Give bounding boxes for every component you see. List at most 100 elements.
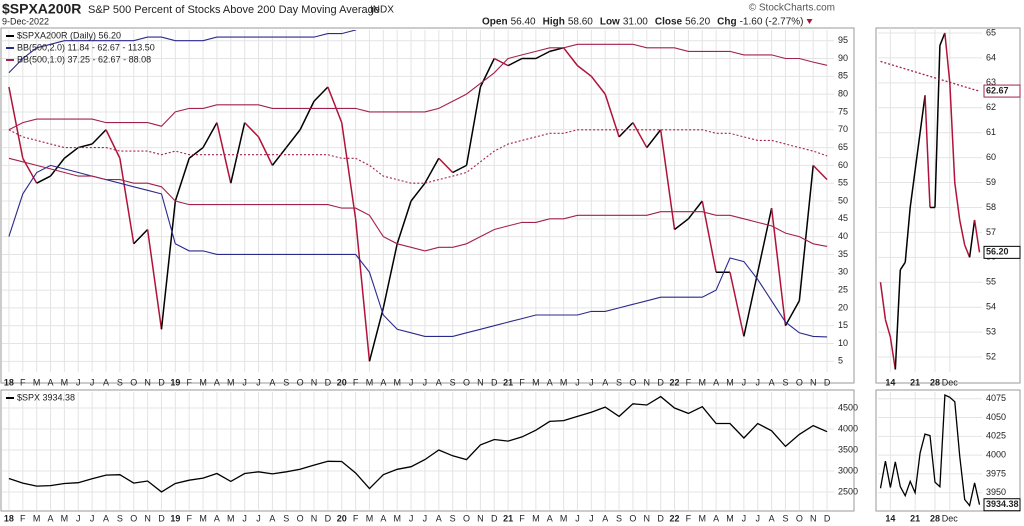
y-tick-label: 2500 — [838, 486, 858, 496]
band-line — [8, 129, 828, 184]
line-segment — [939, 32, 946, 46]
x-tick-label: F — [186, 513, 192, 523]
line-segment — [798, 165, 814, 301]
x-tick-label: J — [242, 513, 247, 523]
y-tick-label: 64 — [986, 52, 996, 62]
band-line — [8, 157, 828, 252]
quote-value: 56.20 — [685, 17, 710, 28]
line-segment — [216, 122, 232, 184]
x-tick-label: N — [311, 377, 318, 387]
x-tick-label: D — [325, 513, 332, 523]
x-tick-label: 19 — [170, 377, 180, 387]
line-segment — [914, 132, 921, 171]
last-value-box — [983, 498, 1021, 512]
x-tick-label: A — [602, 377, 608, 387]
zoom-frame — [875, 27, 1021, 384]
x-tick-label: M — [61, 377, 69, 387]
x-tick-label: S — [117, 513, 123, 523]
y-tick-label: 60 — [838, 160, 848, 170]
x-tick-label: F — [686, 377, 692, 387]
x-tick-label: A — [380, 377, 386, 387]
x-tick-label: F — [20, 377, 26, 387]
main-frame — [0, 27, 855, 384]
x-tick-label: A — [103, 513, 109, 523]
x-tick-label: O — [629, 513, 636, 523]
x-tick-label: F — [353, 513, 359, 523]
line-segment — [244, 122, 260, 138]
y-tick-label: 54 — [986, 302, 996, 312]
x-tick-label: J — [256, 377, 261, 387]
y-tick-label: 4025 — [986, 431, 1006, 441]
source: © StockCharts.com — [749, 3, 835, 14]
line-segment — [438, 157, 454, 174]
x-tick-label: O — [297, 377, 304, 387]
line-segment — [674, 218, 689, 231]
x-tick-label: M — [560, 513, 568, 523]
quote-label: Close — [655, 17, 683, 28]
y-tick-label: 55 — [986, 277, 996, 287]
x-tick-label: 28 — [930, 377, 940, 387]
line-segment — [535, 50, 551, 60]
quote-value: 31.00 — [623, 17, 648, 28]
x-tick-label: M — [227, 377, 235, 387]
line-segment — [257, 136, 274, 166]
quote-label: Open — [482, 17, 508, 28]
quote-label: Low — [600, 17, 620, 28]
x-tick-label: J — [589, 377, 594, 387]
line-segment — [904, 207, 911, 263]
x-tick-label: A — [48, 513, 54, 523]
last-value-label: 62.67 — [986, 85, 1009, 95]
x-tick-label: S — [782, 377, 788, 387]
y-tick-label: 95 — [838, 35, 848, 45]
line-segment — [105, 129, 121, 159]
x-tick-label: J — [256, 513, 261, 523]
y-tick-label: 65 — [838, 142, 848, 152]
line-segment — [604, 93, 620, 138]
x-tick-label: J — [409, 377, 414, 387]
line-segment — [160, 200, 177, 330]
x-tick-label: J — [742, 513, 747, 523]
y-tick-label: 63 — [986, 77, 996, 87]
y-tick-label: 3975 — [986, 468, 1006, 478]
x-tick-label: M — [366, 513, 374, 523]
x-tick-label: N — [477, 377, 484, 387]
line-segment — [78, 143, 93, 149]
band-line — [8, 43, 828, 131]
x-tick-label: M — [199, 513, 207, 523]
x-tick-label: D — [824, 377, 831, 387]
y-tick-label: 3950 — [986, 487, 1006, 497]
line-segment — [146, 229, 163, 330]
x-tick-label: D — [657, 377, 664, 387]
series-line — [880, 60, 980, 92]
x-tick-label: M — [726, 377, 734, 387]
x-tick-label: Dec — [942, 513, 959, 523]
line-segment — [174, 158, 190, 202]
spx-frame — [0, 389, 855, 512]
line-segment — [949, 82, 956, 183]
x-tick-label: M — [33, 377, 41, 387]
line-segment — [271, 147, 287, 166]
line-segment — [743, 272, 759, 337]
line-segment — [879, 282, 887, 320]
x-tick-label: J — [76, 513, 81, 523]
line-segment — [91, 129, 107, 145]
plot — [8, 395, 828, 493]
last-value-label: 56.20 — [986, 247, 1009, 257]
x-tick-label: N — [644, 377, 651, 387]
line-segment — [646, 129, 662, 149]
y-tick-label: 60 — [986, 152, 996, 162]
y-tick-label: 58 — [986, 202, 996, 212]
x-tick-label: J — [755, 513, 760, 523]
x-tick-label: A — [103, 377, 109, 387]
quote-value: 56.40 — [511, 17, 536, 28]
y-tick-label: 30 — [838, 267, 848, 277]
x-tick-label: N — [644, 513, 651, 523]
x-tick-label: 19 — [170, 513, 180, 523]
x-tick-label: M — [33, 513, 41, 523]
line-segment — [493, 57, 509, 67]
x-tick-label: D — [325, 377, 332, 387]
x-tick-label: N — [477, 513, 484, 523]
line-segment — [590, 75, 606, 95]
line-segment — [368, 307, 385, 362]
x-tick-label: A — [769, 377, 775, 387]
